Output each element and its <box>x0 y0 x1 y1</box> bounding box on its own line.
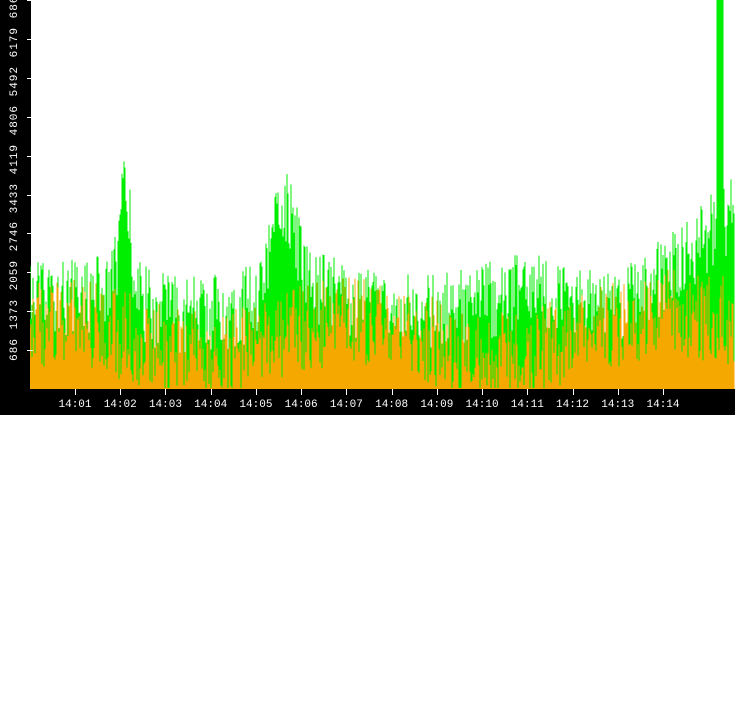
x-tick-mark <box>256 389 257 395</box>
x-tick-mark <box>211 389 212 395</box>
x-tick-label-1405: 14:05 <box>239 399 272 411</box>
x-tick-label-1403: 14:03 <box>149 399 182 411</box>
x-tick-mark <box>663 389 664 395</box>
x-tick-label-1409: 14:09 <box>420 399 453 411</box>
plot-area <box>30 0 735 389</box>
x-tick-label-1404: 14:04 <box>194 399 227 411</box>
y-tick-mark <box>27 0 33 1</box>
y-tick-label: 6866 <box>0 0 30 374</box>
x-tick-mark <box>573 389 574 395</box>
x-tick-mark <box>618 389 619 395</box>
x-tick-label-1401: 14:01 <box>58 399 91 411</box>
x-tick-label-1413: 14:13 <box>601 399 634 411</box>
x-tick-label-1410: 14:10 <box>466 399 499 411</box>
y-axis-band: 686 1373 2059 2746 3433 4119 4806 5492 6179 6866 <box>0 0 30 389</box>
x-tick-label-1412: 14:12 <box>556 399 589 411</box>
x-tick-mark <box>165 389 166 395</box>
x-tick-mark <box>392 389 393 395</box>
x-tick-mark <box>120 389 121 395</box>
data-series-svg <box>30 0 735 389</box>
x-tick-mark <box>527 389 528 395</box>
x-tick-label-1407: 14:07 <box>330 399 363 411</box>
x-tick-mark <box>75 389 76 395</box>
chart-container: 686 1373 2059 2746 3433 4119 4806 5492 6179 6866 … <box>0 0 735 415</box>
x-axis-band: 14:01 14:02 14:03 14:04 14:05 14:06 14:07 14:08… <box>0 389 735 415</box>
x-tick-label-1411: 14:11 <box>511 399 544 411</box>
x-tick-label-1402: 14:02 <box>104 399 137 411</box>
x-tick-label-1408: 14:08 <box>375 399 408 411</box>
x-tick-mark <box>301 389 302 395</box>
x-tick-label-1414: 14:14 <box>646 399 679 411</box>
x-tick-mark <box>482 389 483 395</box>
x-tick-mark <box>437 389 438 395</box>
x-tick-label-1406: 14:06 <box>285 399 318 411</box>
x-tick-mark <box>346 389 347 395</box>
